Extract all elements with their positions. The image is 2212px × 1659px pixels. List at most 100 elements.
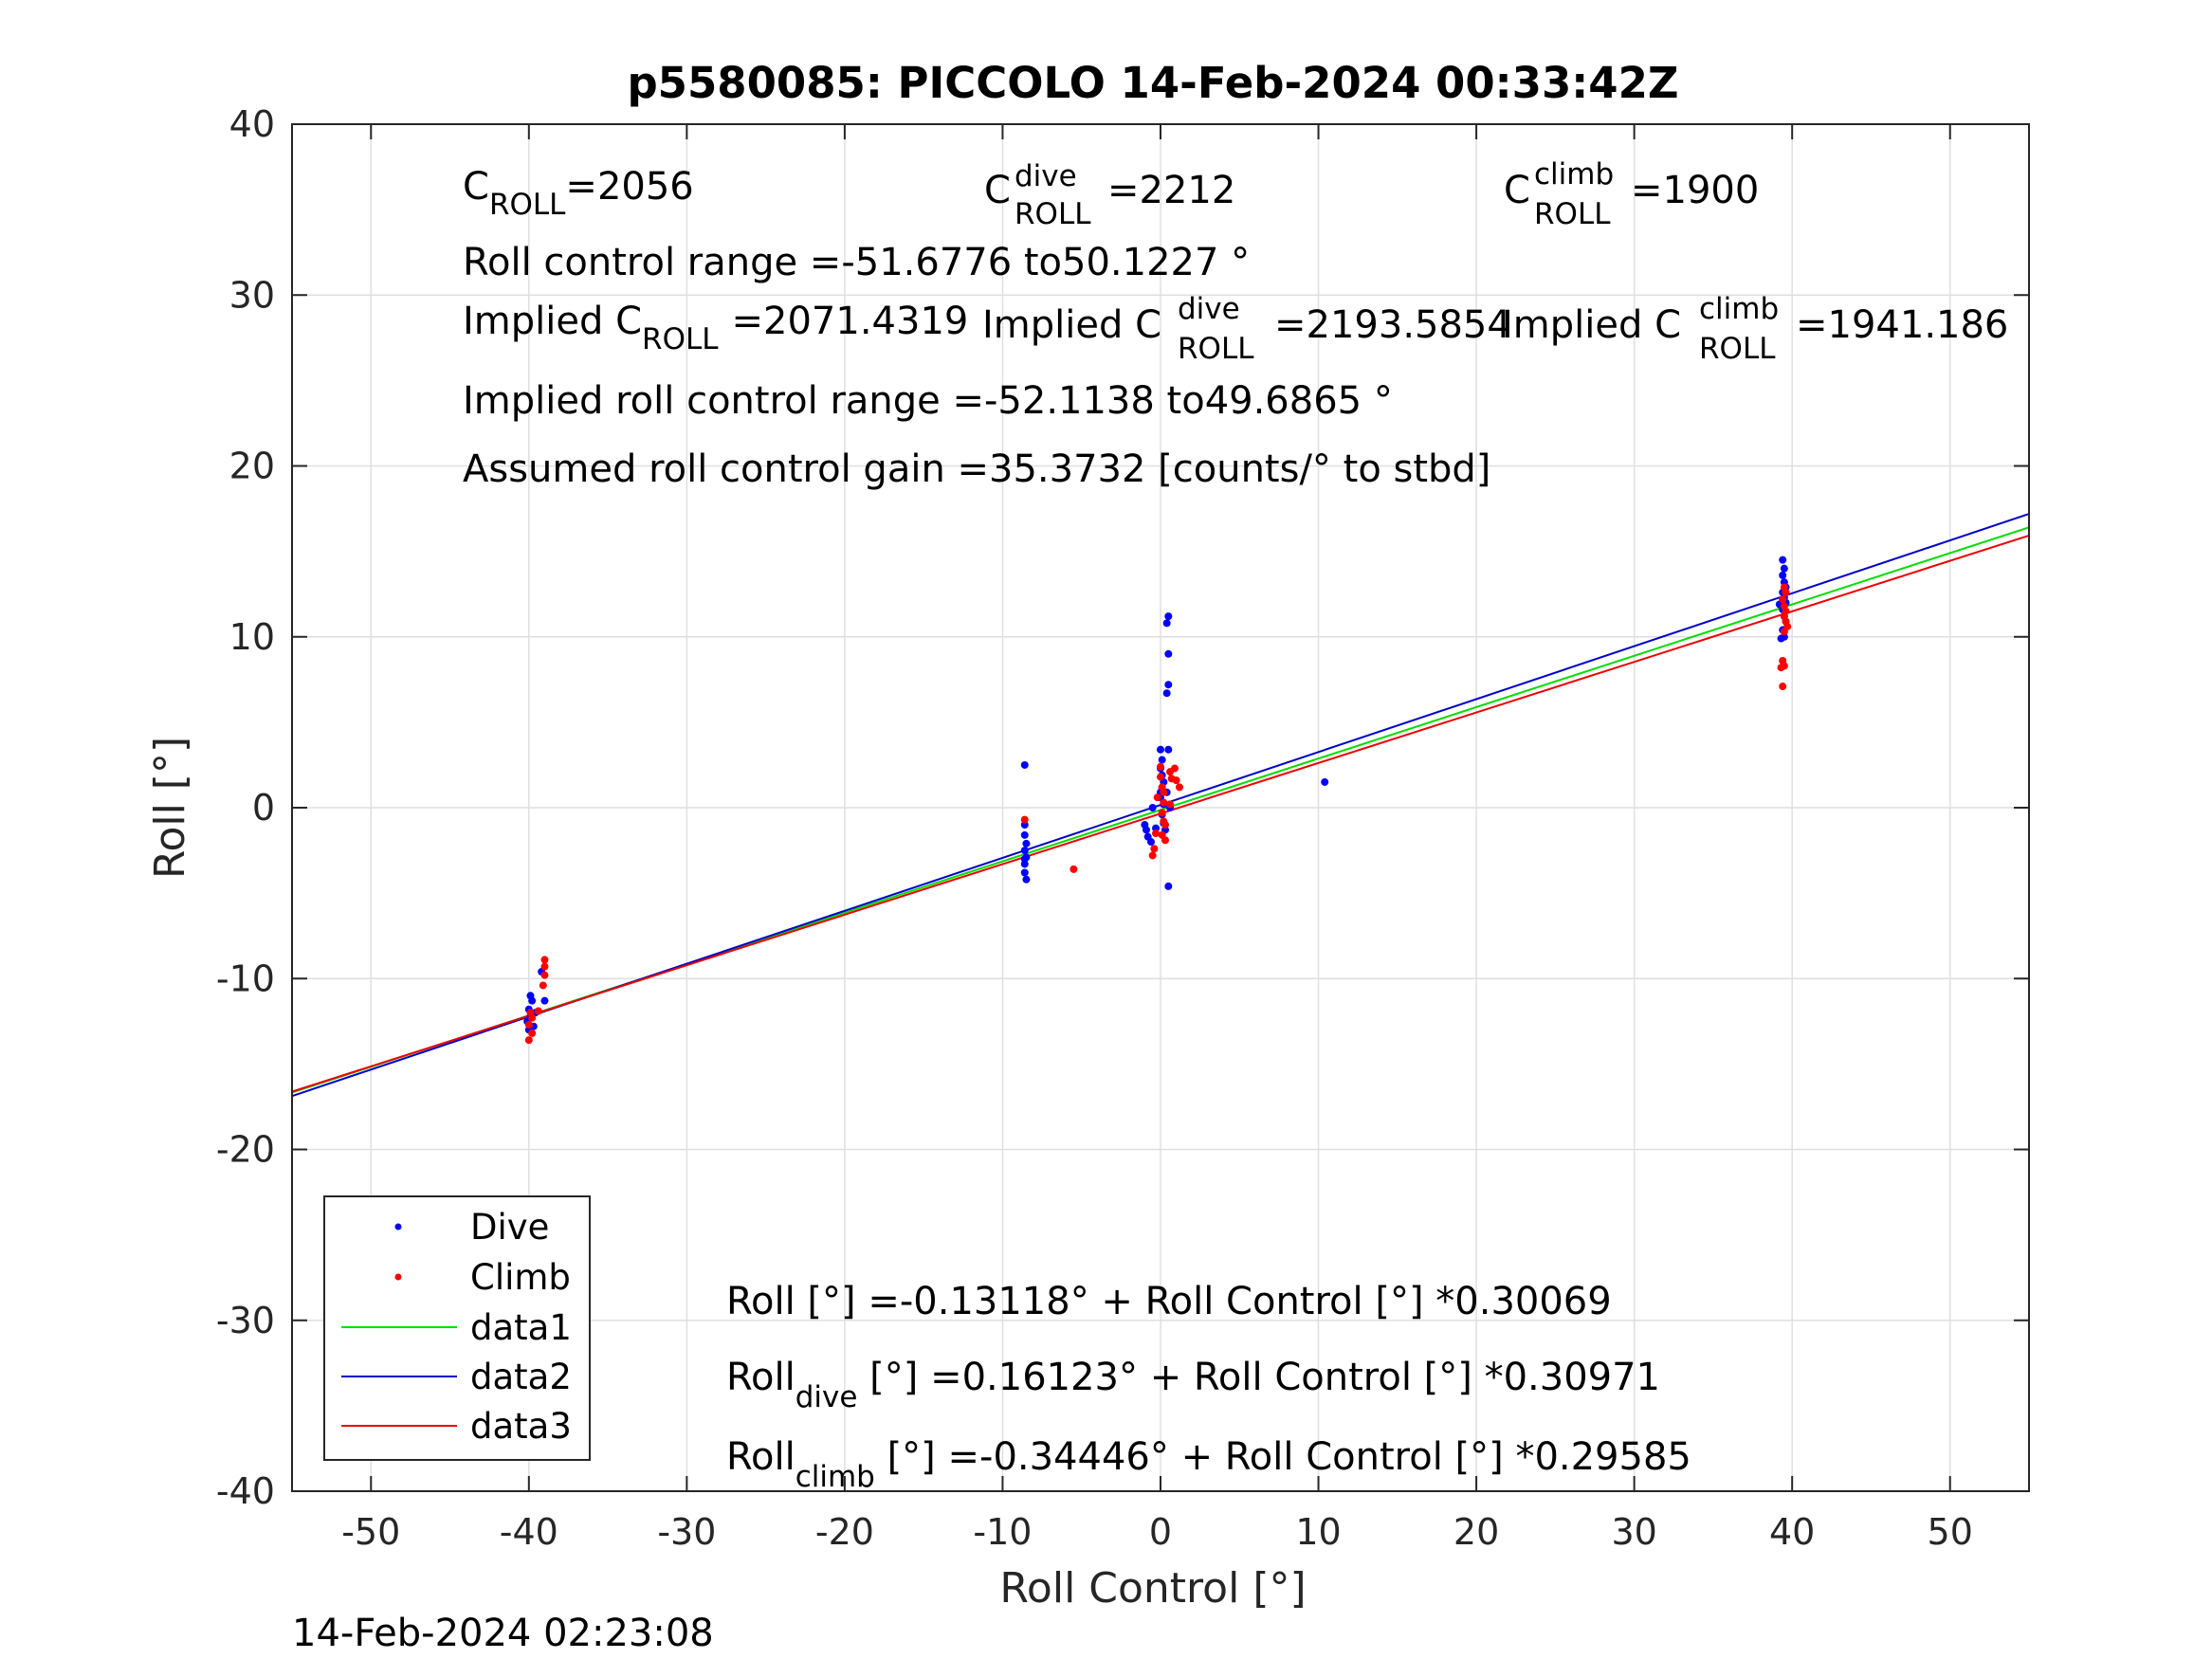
annotation-implied-c-roll-dive-value: =2193.5854 bbox=[1274, 303, 1511, 347]
annotation-c-roll-climb-sub: ROLL bbox=[1534, 197, 1611, 231]
annotation-fit-all: Roll [°] =-0.13118° + Roll Control [°] *… bbox=[726, 1280, 1612, 1323]
y-tick-label: 20 bbox=[229, 446, 275, 487]
legend-label-data1: data1 bbox=[470, 1307, 572, 1348]
legend-label-dive: Dive bbox=[470, 1207, 549, 1248]
timestamp: 14-Feb-2024 02:23:08 bbox=[292, 1612, 714, 1655]
x-tick-label: 30 bbox=[1611, 1511, 1656, 1553]
legend: Dive Climb data1 data2 data3 bbox=[323, 1195, 591, 1461]
data-point-dive bbox=[1779, 556, 1787, 564]
annotation-implied-range: Implied roll control range =-52.1138 to4… bbox=[463, 379, 1393, 423]
data-point-dive bbox=[1020, 830, 1029, 839]
data-point-climb bbox=[1161, 836, 1169, 845]
x-tick-label: -20 bbox=[815, 1511, 874, 1553]
data-point-dive bbox=[1162, 619, 1171, 628]
data-point-climb bbox=[1779, 683, 1787, 691]
annotation-c-roll-climb-value: =1900 bbox=[1631, 169, 1759, 212]
data-point-climb bbox=[1152, 830, 1161, 838]
data-point-climb bbox=[1157, 773, 1164, 781]
y-axis-label: Roll [°] bbox=[146, 737, 194, 879]
data-point-dive bbox=[1020, 847, 1029, 855]
data-point-climb bbox=[1779, 595, 1787, 604]
y-tick-label: 10 bbox=[229, 616, 275, 658]
x-tick-label: -50 bbox=[341, 1511, 400, 1553]
annotation-implied-c-roll-dive-prefix: Implied C bbox=[982, 303, 1161, 347]
data-point-climb bbox=[1153, 793, 1161, 802]
x-axis-ticks: -50 -40 -30 -20 -10 0 10 20 30 40 50 bbox=[341, 124, 1973, 1553]
y-tick-label: 30 bbox=[229, 274, 275, 316]
data-point-climb bbox=[1150, 845, 1159, 853]
annotation-c-roll-climb-sup: climb bbox=[1534, 157, 1614, 191]
data-point-dive bbox=[1779, 571, 1787, 579]
data-point-dive bbox=[1158, 756, 1166, 764]
x-tick-label: 0 bbox=[1149, 1511, 1172, 1553]
annotation-implied-c-roll-climb-prefix: Implied C bbox=[1502, 303, 1681, 347]
data-point-climb bbox=[1175, 783, 1183, 792]
legend-label-data2: data2 bbox=[470, 1357, 572, 1397]
y-tick-label: -40 bbox=[216, 1470, 275, 1512]
annotation-c-roll-dive-sub: ROLL bbox=[1015, 197, 1091, 231]
annotation-c-roll-dive-value: =2212 bbox=[1107, 169, 1235, 212]
data-point-dive bbox=[1164, 681, 1173, 689]
data-point-dive bbox=[1164, 612, 1173, 621]
annotation-implied-c-roll-climb-sup: climb bbox=[1699, 292, 1779, 326]
data-point-dive bbox=[1147, 838, 1156, 847]
legend-label-climb: Climb bbox=[470, 1257, 571, 1298]
annotation-fit-climb: Rollclimb [°] =-0.34446° + Roll Control … bbox=[726, 1435, 1691, 1494]
data-point-dive bbox=[1162, 689, 1171, 698]
data-point-dive bbox=[1020, 855, 1029, 864]
data-point-climb bbox=[526, 1009, 535, 1017]
data-point-dive bbox=[1143, 826, 1151, 834]
x-tick-label: -30 bbox=[657, 1511, 716, 1553]
chart-title: p5580085: PICCOLO 14-Feb-2024 00:33:42Z bbox=[627, 58, 1678, 108]
annotation-implied-c-roll-dive-sub: ROLL bbox=[1178, 332, 1254, 366]
data-point-climb bbox=[524, 1020, 533, 1029]
y-tick-label: 40 bbox=[229, 103, 275, 145]
y-tick-label: -10 bbox=[216, 957, 275, 999]
x-tick-label: 40 bbox=[1769, 1511, 1815, 1553]
legend-marker-dive bbox=[394, 1223, 402, 1231]
annotation-implied-c-roll-climb-value: =1941.186 bbox=[1796, 303, 2008, 347]
data-point-climb bbox=[534, 1007, 542, 1015]
data-point-dive bbox=[1321, 777, 1329, 786]
x-tick-label: -10 bbox=[973, 1511, 1032, 1553]
x-tick-label: 50 bbox=[1928, 1511, 1973, 1553]
data-point-climb bbox=[1158, 809, 1166, 817]
data-point-dive bbox=[1164, 745, 1173, 754]
annotation-gain: Assumed roll control gain =35.3732 [coun… bbox=[463, 447, 1490, 491]
data-point-dive bbox=[1022, 875, 1031, 884]
data-point-climb bbox=[1170, 764, 1179, 773]
data-point-dive bbox=[1780, 564, 1788, 573]
x-tick-label: 10 bbox=[1295, 1511, 1341, 1553]
data-point-climb bbox=[1165, 800, 1174, 809]
data-point-dive bbox=[540, 996, 549, 1005]
x-tick-label: 20 bbox=[1453, 1511, 1499, 1553]
y-tick-label: -30 bbox=[216, 1300, 275, 1341]
y-tick-label: 0 bbox=[252, 787, 275, 829]
data-point-climb bbox=[1780, 628, 1788, 636]
data-point-dive bbox=[528, 996, 537, 1005]
data-point-climb bbox=[540, 962, 549, 971]
annotation-implied-c-roll: Implied CROLL =2071.4319 bbox=[463, 300, 968, 356]
data-point-climb bbox=[1780, 583, 1788, 592]
data-point-dive bbox=[1777, 634, 1785, 643]
data-point-climb bbox=[1157, 762, 1164, 771]
data-point-climb bbox=[539, 981, 547, 990]
data-point-climb bbox=[540, 971, 549, 979]
data-point-dive bbox=[1148, 804, 1157, 811]
annotation-c-roll-dive-sup: dive bbox=[1015, 159, 1077, 193]
x-tick-label: -40 bbox=[500, 1511, 558, 1553]
data-point-climb bbox=[524, 1036, 533, 1045]
data-point-climb bbox=[1160, 798, 1168, 807]
annotation-implied-c-roll-climb-sub: ROLL bbox=[1699, 332, 1776, 366]
data-point-climb bbox=[1161, 821, 1169, 830]
data-point-climb bbox=[1160, 788, 1168, 796]
data-points bbox=[523, 556, 1792, 1045]
legend-label-data3: data3 bbox=[470, 1406, 572, 1447]
data-point-climb bbox=[1148, 851, 1157, 860]
y-tick-label: -20 bbox=[216, 1129, 275, 1171]
data-point-dive bbox=[1020, 760, 1029, 769]
annotation-roll-range: Roll control range =-51.6776 to50.1227 ° bbox=[463, 241, 1250, 284]
annotation-c-roll-dive-base: C bbox=[984, 169, 1011, 212]
data-point-climb bbox=[528, 1029, 537, 1037]
